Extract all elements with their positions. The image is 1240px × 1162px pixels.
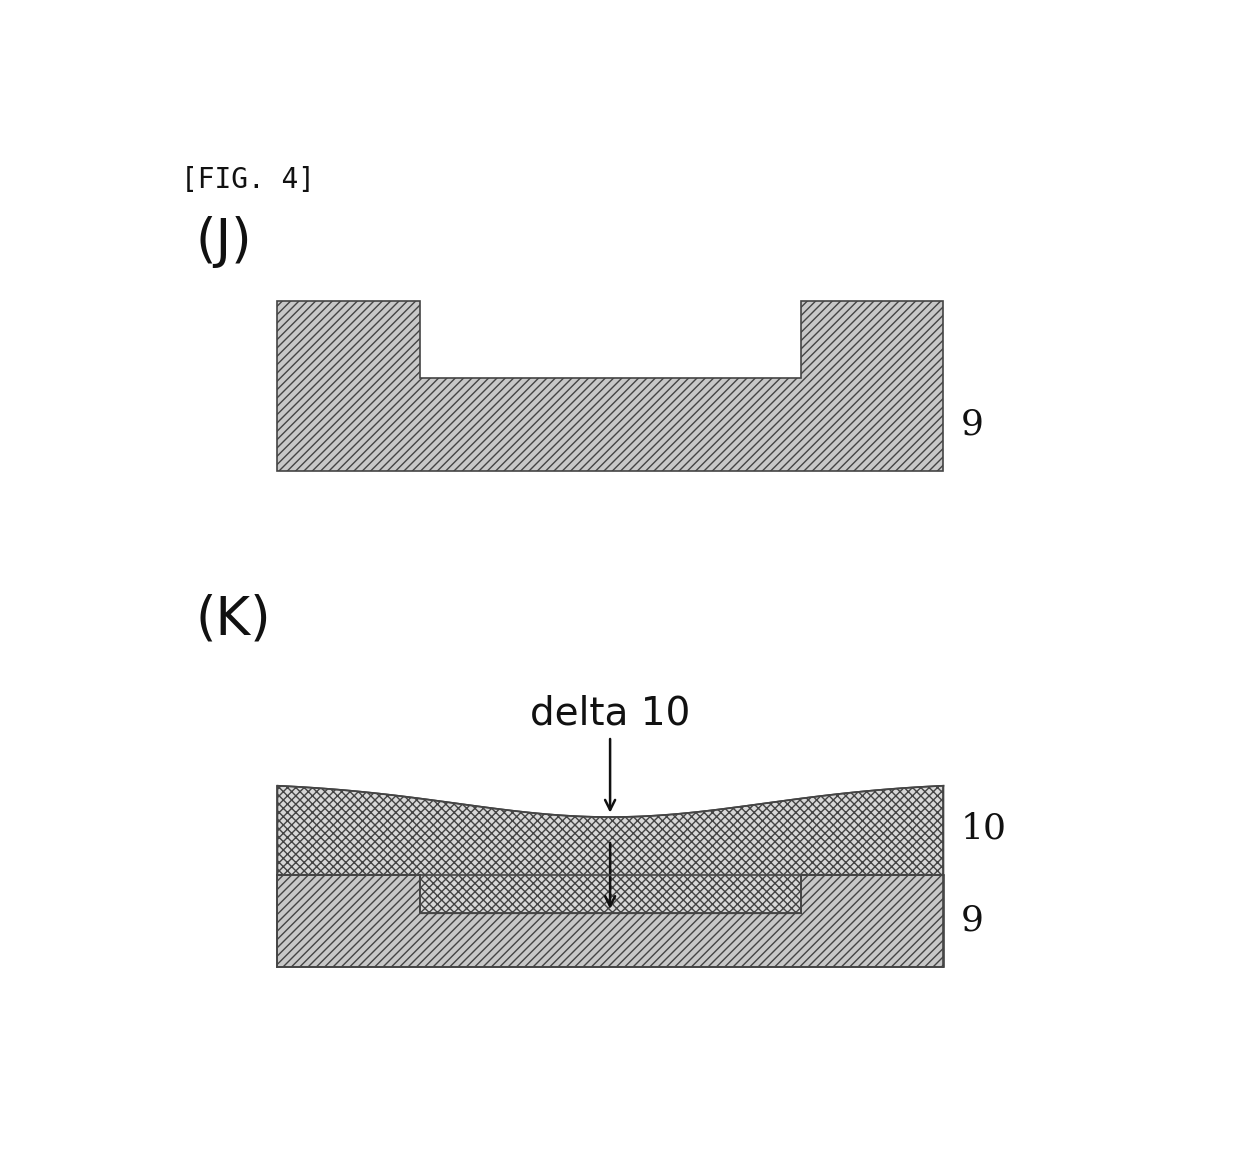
- Text: [FIG. 4]: [FIG. 4]: [181, 166, 315, 194]
- Polygon shape: [278, 301, 944, 471]
- Polygon shape: [278, 786, 944, 913]
- Text: (J): (J): [195, 216, 252, 268]
- Bar: [278, 875, 944, 967]
- Text: 9: 9: [961, 408, 983, 442]
- Text: 9: 9: [961, 904, 983, 938]
- Text: 10: 10: [961, 811, 1007, 846]
- Text: delta 10: delta 10: [529, 695, 691, 732]
- Text: (K): (K): [195, 594, 270, 646]
